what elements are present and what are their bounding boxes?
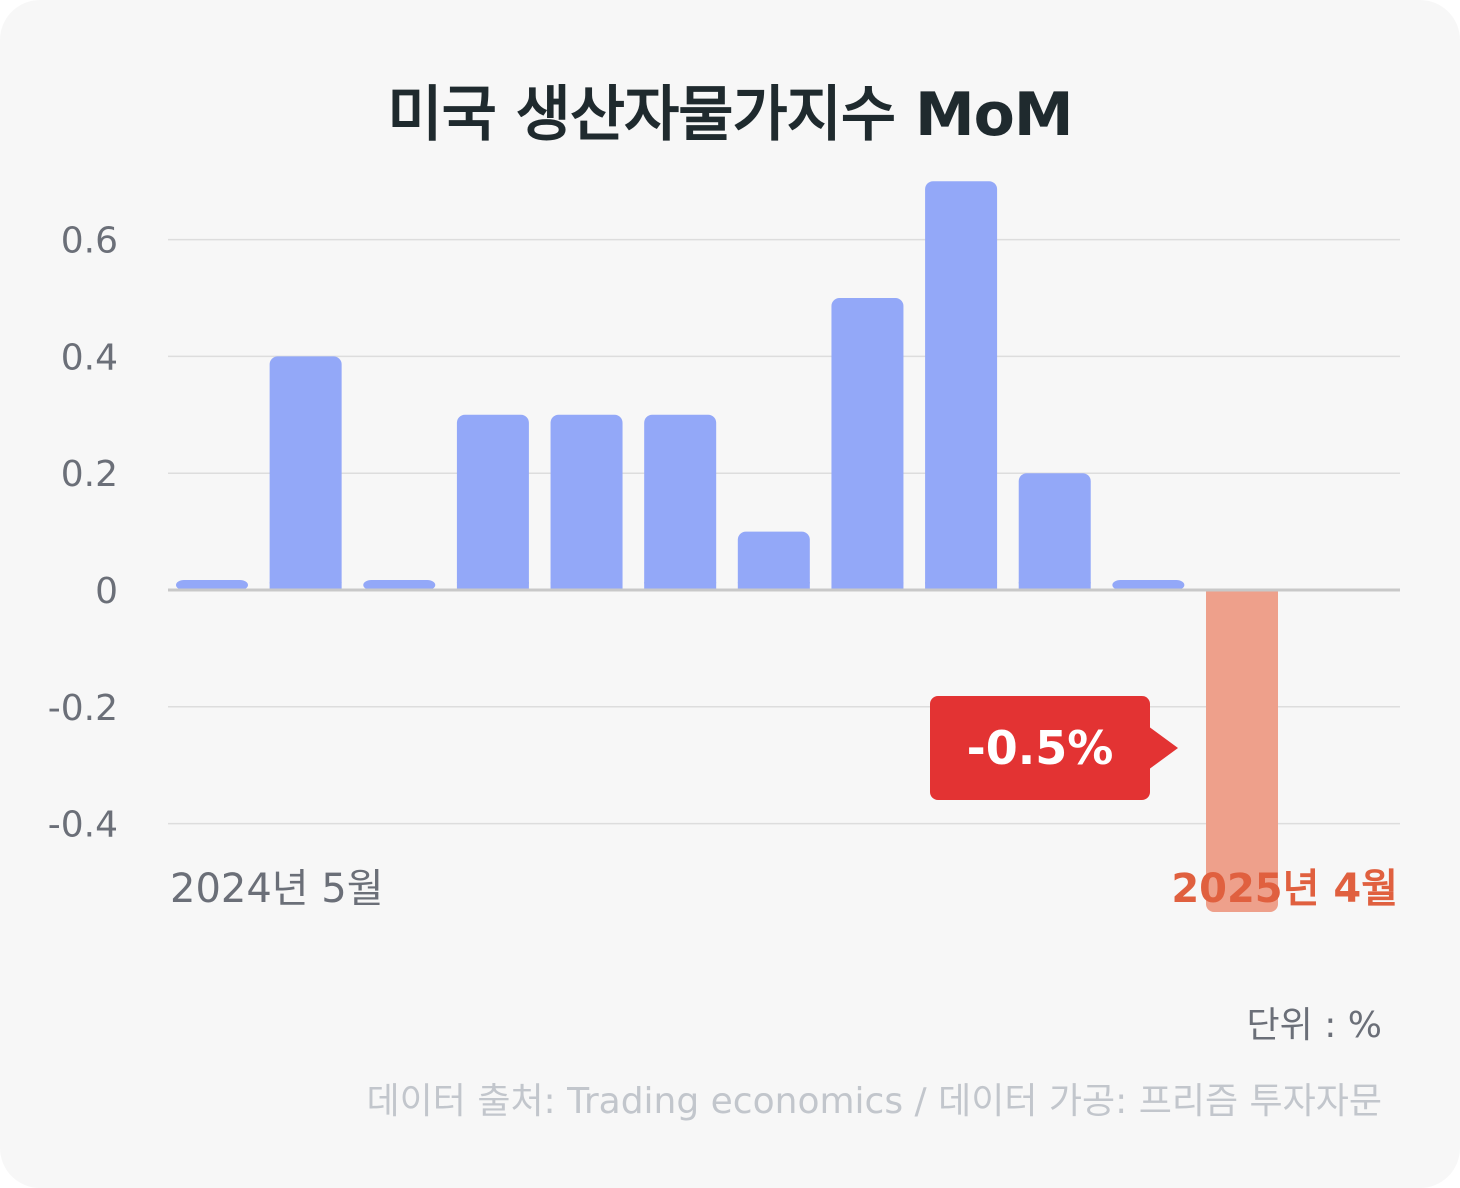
y-tick-label: -0.2 <box>48 688 118 729</box>
bars <box>176 181 1278 912</box>
bar <box>1206 590 1278 912</box>
bar <box>737 531 810 590</box>
bar <box>831 298 904 590</box>
grid-lines <box>168 238 1400 825</box>
bar-base <box>925 582 998 590</box>
y-tick-label: 0.2 <box>61 454 118 495</box>
bar-base <box>550 582 623 590</box>
callout-box <box>930 696 1150 800</box>
callout: -0.5% <box>930 696 1178 800</box>
bar <box>925 181 998 590</box>
source-note: 데이터 출처: Trading economics / 데이터 가공: 프리즘 … <box>366 1081 1382 1122</box>
bar-base <box>1206 590 1278 598</box>
bar-base <box>737 582 810 590</box>
bar <box>550 414 623 590</box>
bar <box>644 414 717 590</box>
bar-base <box>831 582 904 590</box>
y-tick-label: 0.4 <box>61 337 118 378</box>
y-axis-ticks: 0.6 0.4 0.2 0 -0.2 -0.4 <box>48 221 118 846</box>
bar <box>456 414 529 590</box>
y-tick-label: 0.6 <box>61 221 118 262</box>
bar-base <box>269 582 342 590</box>
unit-label: 단위 : % <box>1246 1005 1382 1046</box>
x-label-last: 2025년 4월 <box>1171 866 1398 912</box>
callout-value: -0.5% <box>967 721 1114 775</box>
chart-title: 미국 생산자물가지수 MoM <box>387 80 1073 150</box>
x-label-first: 2024년 5월 <box>170 866 384 912</box>
bar <box>176 580 248 590</box>
bar <box>269 356 342 590</box>
bar-base <box>456 582 529 590</box>
y-tick-label: -0.4 <box>48 805 118 846</box>
callout-pointer <box>1148 726 1178 770</box>
bar <box>1112 580 1185 590</box>
bar-base <box>1018 582 1091 590</box>
y-tick-label: 0 <box>95 571 118 612</box>
x-axis-labels: 2024년 5월 2025년 4월 <box>170 866 1398 912</box>
bar <box>1018 473 1091 590</box>
bar <box>363 580 436 590</box>
bar-base <box>644 582 717 590</box>
